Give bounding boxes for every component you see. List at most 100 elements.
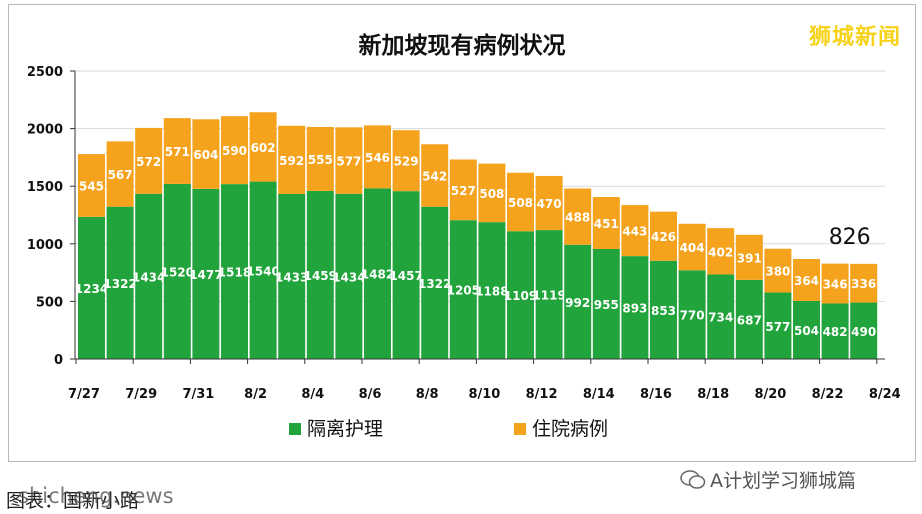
x-tick-label: 8/2	[244, 387, 267, 402]
bar-hospital	[535, 175, 563, 231]
data-label-isolation: 893	[622, 302, 647, 316]
data-label-hospital: 404	[680, 241, 705, 255]
data-label-isolation: 1459	[304, 269, 337, 283]
bar-isolation	[793, 300, 820, 359]
data-label-isolation: 1433	[275, 270, 308, 284]
bar-hospital	[135, 127, 163, 194]
data-label-isolation: 853	[651, 304, 676, 318]
data-label-hospital: 391	[737, 251, 762, 265]
data-label-isolation: 1322	[103, 277, 136, 291]
bar-isolation	[163, 183, 191, 359]
wechat-watermark: A计划学习狮城篇	[680, 466, 856, 493]
x-tick-label: 8/4	[301, 387, 324, 402]
data-label-isolation: 490	[851, 325, 876, 339]
bar-hospital	[821, 263, 849, 304]
bar-isolation	[449, 220, 477, 359]
bar-isolation	[678, 270, 706, 359]
data-label-hospital: 546	[365, 151, 390, 165]
data-label-isolation: 482	[823, 325, 848, 339]
data-label-hospital: 542	[422, 169, 447, 183]
bar-isolation	[421, 206, 449, 359]
x-tick-label: 8/6	[359, 387, 382, 402]
bar-isolation	[507, 231, 534, 359]
legend-swatch	[289, 423, 301, 435]
bar-isolation	[707, 274, 735, 359]
bar-isolation	[850, 302, 878, 359]
bar-hospital	[449, 159, 477, 221]
chart-title: 新加坡现有病例状况	[359, 32, 566, 59]
source-watermark: shicheng.news	[18, 484, 174, 508]
legend-label: 隔离护理	[307, 418, 383, 440]
bar-isolation	[735, 279, 763, 359]
x-tick-label: 7/29	[125, 387, 157, 402]
bar-hospital	[621, 205, 649, 257]
data-label-isolation: 577	[765, 320, 790, 334]
data-label-hospital: 529	[394, 155, 419, 169]
bar-isolation	[392, 191, 420, 359]
data-label-isolation: 770	[680, 309, 705, 323]
bar-hospital	[707, 228, 735, 275]
bar-isolation	[278, 193, 306, 359]
data-label-isolation: 1477	[189, 268, 222, 282]
data-label-hospital: 470	[537, 197, 562, 211]
data-label-hospital: 592	[279, 154, 304, 168]
x-tick-label: 8/18	[697, 387, 729, 402]
bar-isolation	[821, 303, 849, 359]
data-label-isolation: 1457	[389, 269, 422, 283]
data-label-hospital: 402	[708, 245, 733, 259]
brand-logo: 狮城新闻	[809, 25, 902, 50]
wechat-icon	[680, 469, 706, 490]
data-label-hospital: 364	[794, 274, 819, 288]
bar-hospital	[364, 125, 391, 189]
y-tick-label: 2500	[27, 65, 63, 80]
x-tick-label: 7/31	[182, 387, 214, 402]
bar-hospital	[421, 144, 449, 207]
chart-frame: 新加坡现有病例状况 1234 545 1322 567 1434 572 1520 571 14…	[8, 4, 916, 462]
x-tick-label: 8/16	[640, 387, 672, 402]
bar-hospital	[306, 126, 334, 191]
data-label-hospital: 508	[479, 187, 504, 201]
bar-isolation	[78, 216, 105, 359]
bar-hospital	[192, 119, 220, 189]
wechat-account: A计划学习狮城篇	[710, 470, 856, 492]
data-label-isolation: 955	[594, 298, 619, 312]
bar-isolation	[221, 184, 248, 359]
x-tick-label: 8/14	[583, 387, 615, 402]
data-label-isolation: 1540	[246, 264, 279, 278]
bar-hospital	[735, 234, 763, 280]
y-tick-label: 500	[36, 295, 63, 310]
bar-hospital	[592, 197, 620, 249]
x-tick-label: 8/10	[468, 387, 500, 402]
bar-hospital	[564, 188, 592, 245]
bar-hospital	[764, 248, 792, 293]
bar-hospital	[793, 259, 820, 301]
chart: 新加坡现有病例状况 1234 545 1322 567 1434 572 1520 571 14…	[27, 32, 901, 440]
data-label-hospital: 567	[108, 168, 133, 182]
y-tick-label: 1000	[27, 238, 63, 253]
data-label-isolation: 1482	[361, 268, 394, 282]
data-label-hospital: 426	[651, 230, 676, 244]
data-label-isolation: 1434	[132, 270, 165, 284]
x-tick-label: 8/20	[754, 387, 786, 402]
legend-swatch	[514, 423, 526, 435]
data-label-isolation: 1119	[532, 289, 565, 303]
bar-hospital	[249, 112, 277, 182]
data-label-hospital: 508	[508, 196, 533, 210]
annotation-total: 826	[829, 225, 871, 250]
bar-hospital	[478, 163, 506, 223]
data-label-hospital: 488	[565, 211, 590, 225]
data-label-isolation: 1188	[475, 285, 508, 299]
x-tick-label: 8/22	[812, 387, 844, 402]
data-label-isolation: 504	[794, 324, 819, 338]
bar-isolation	[306, 190, 334, 359]
data-label-isolation: 1518	[218, 266, 251, 280]
bar-hospital	[221, 116, 248, 185]
x-tick-label: 7/27	[68, 387, 100, 402]
x-tick-label: 8/12	[526, 387, 558, 402]
bar-hospital	[392, 130, 420, 192]
data-label-isolation: 1109	[504, 289, 537, 303]
data-label-hospital: 555	[308, 153, 333, 167]
data-label-hospital: 380	[765, 265, 790, 279]
bar-isolation	[192, 188, 220, 359]
data-label-isolation: 1234	[75, 282, 108, 296]
